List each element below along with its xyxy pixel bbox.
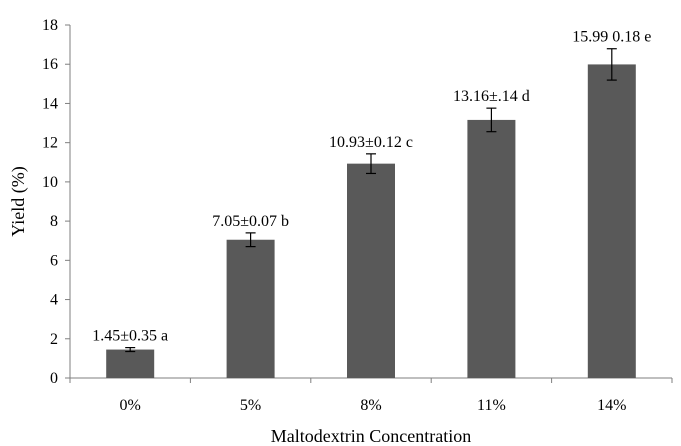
x-tick-label: 11%: [477, 397, 506, 414]
x-axis-title: Maltodextrin Concentration: [271, 426, 471, 446]
x-tick-label: 5%: [240, 397, 261, 414]
y-tick-label: 4: [50, 292, 58, 309]
y-tick-label: 16: [42, 56, 58, 73]
data-label: 13.16±.14 d: [453, 88, 530, 105]
x-tick-label: 8%: [360, 397, 381, 414]
bar: [106, 349, 155, 378]
bar: [347, 163, 395, 378]
y-tick-label: 14: [42, 95, 58, 112]
bar: [467, 119, 516, 378]
bars-group: 1.45±0.35 a 7.05±0.07 b 10.93±0.12 c 13.16±…: [92, 29, 651, 378]
y-axis-ticks: 0 2 4 6 8 10 12 14 16 18: [42, 17, 70, 387]
y-tick-label: 6: [50, 252, 58, 269]
data-label: 1.45±0.35 a: [92, 328, 168, 345]
bar: [226, 239, 275, 378]
x-tick-label: 0%: [120, 397, 141, 414]
y-axis-title: Yield (%): [8, 166, 29, 236]
data-label: 7.05±0.07 b: [212, 213, 289, 230]
y-tick-label: 8: [50, 213, 58, 230]
bar: [587, 64, 636, 378]
y-tick-label: 18: [42, 17, 58, 34]
y-tick-label: 10: [42, 174, 58, 191]
y-tick-label: 0: [50, 370, 58, 387]
data-label: 15.99 0.18 e: [572, 29, 651, 46]
data-label: 10.93±0.12 c: [329, 134, 413, 151]
y-tick-label: 12: [42, 135, 58, 152]
x-axis-ticks: 0% 5% 8% 11% 14%: [69, 378, 673, 414]
y-tick-label: 2: [50, 331, 58, 348]
x-tick-label: 14%: [597, 397, 626, 414]
